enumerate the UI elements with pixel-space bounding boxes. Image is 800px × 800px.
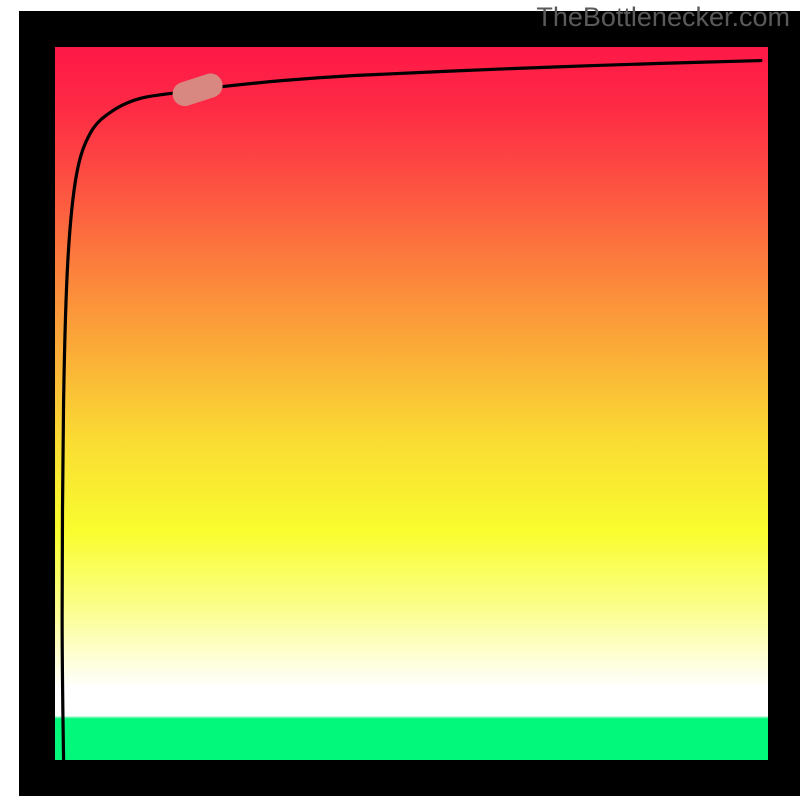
plot-background [55,47,768,760]
watermark-link[interactable]: TheBottlenecker.com [536,2,790,33]
chart-root: TheBottlenecker.com [0,0,800,800]
chart-svg [0,0,800,800]
